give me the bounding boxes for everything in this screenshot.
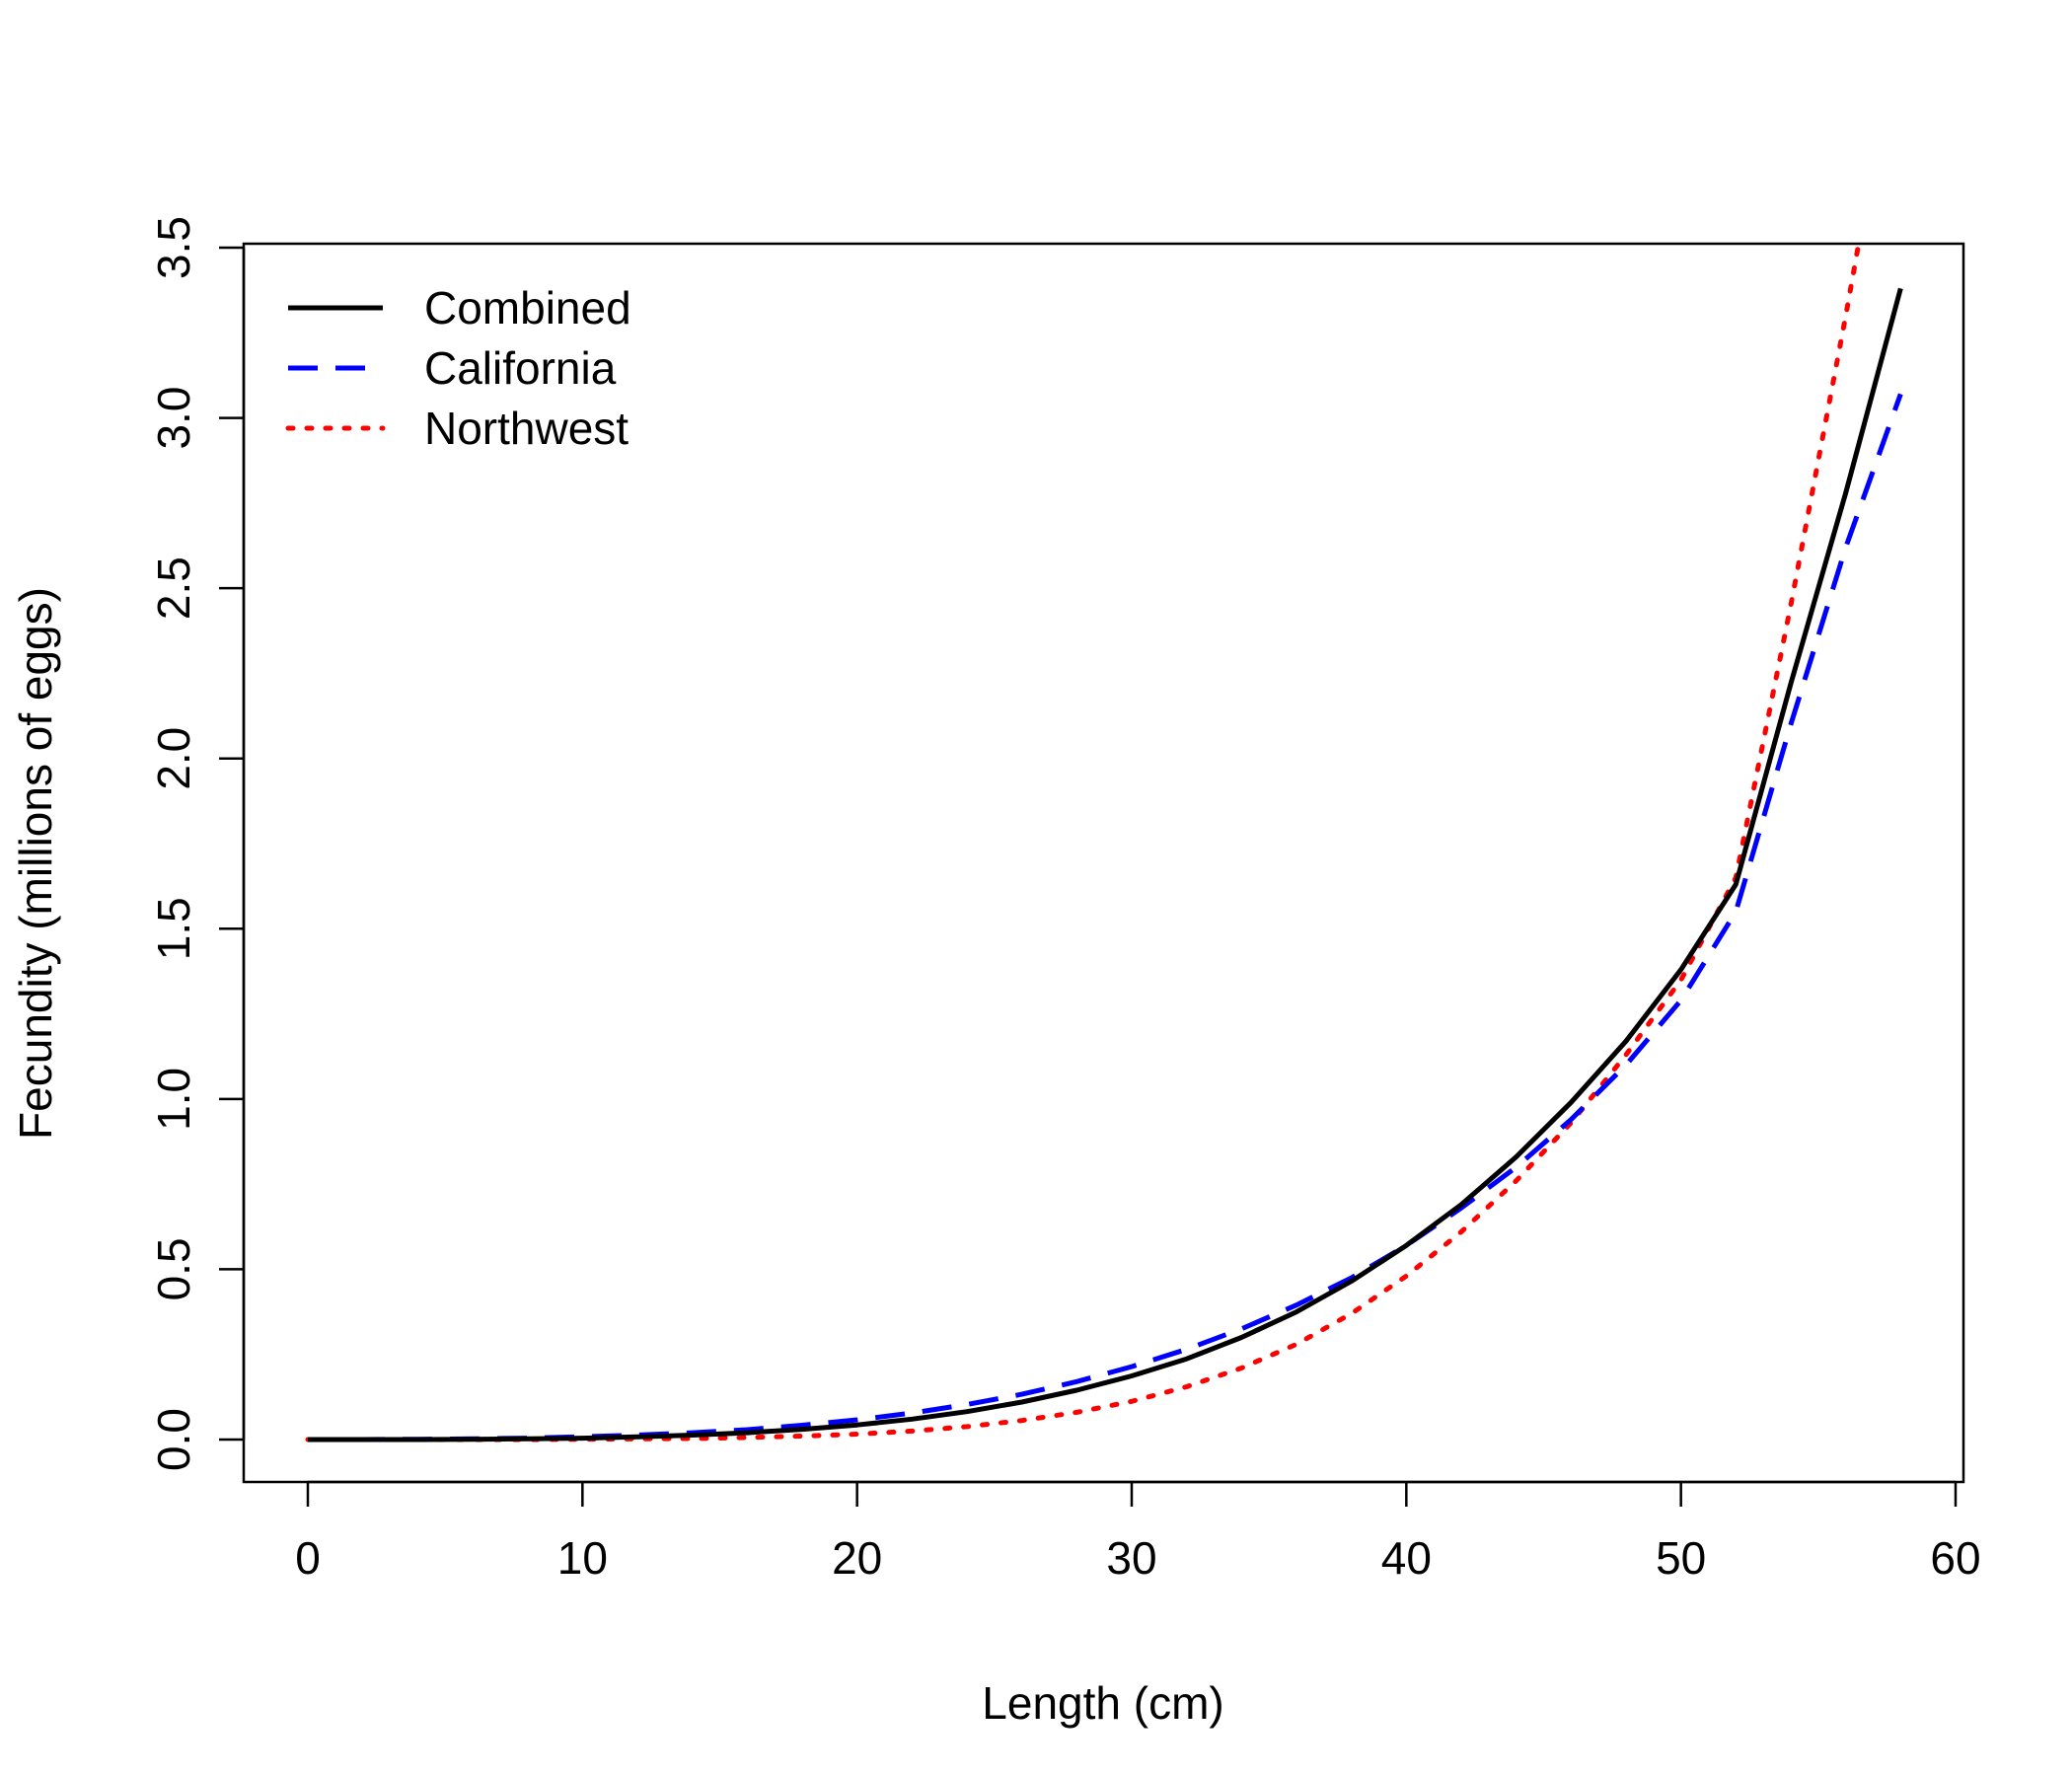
- legend: Combined California Northwest: [285, 282, 631, 454]
- series-line-northwest: [305, 244, 1862, 1443]
- x-tick-label: 40: [1381, 1532, 1432, 1584]
- x-tick-label: 0: [295, 1532, 321, 1584]
- y-tick-label: 2.5: [148, 556, 199, 620]
- series-layer: [305, 244, 1903, 1443]
- x-tick-label: 20: [832, 1532, 882, 1584]
- legend-label-california: California: [424, 342, 617, 394]
- x-axis: 0 10 20 30 40 50 60: [295, 1480, 1981, 1584]
- legend-label-northwest: Northwest: [424, 403, 629, 454]
- series-line-california: [308, 393, 1903, 1443]
- series-line-combined: [308, 287, 1903, 1443]
- legend-label-combined: Combined: [424, 282, 631, 333]
- x-tick-label: 60: [1930, 1532, 1980, 1584]
- x-tick-label: 30: [1106, 1532, 1156, 1584]
- y-tick-label: 1.5: [148, 897, 199, 960]
- x-tick-label: 50: [1656, 1532, 1706, 1584]
- x-axis-title: Length (cm): [982, 1677, 1223, 1729]
- y-tick-label: 3.0: [148, 387, 199, 450]
- y-tick-label: 1.0: [148, 1068, 199, 1131]
- y-axis: 0.0 0.5 1.0 1.5 2.0 2.5 3.0 3.5: [148, 216, 246, 1471]
- y-axis-title: Fecundity (millions of eggs): [10, 587, 61, 1140]
- y-tick-label: 3.5: [148, 216, 199, 279]
- y-tick-label: 2.0: [148, 727, 199, 790]
- x-tick-label: 10: [557, 1532, 608, 1584]
- y-tick-label: 0.5: [148, 1237, 199, 1300]
- y-tick-label: 0.0: [148, 1408, 199, 1471]
